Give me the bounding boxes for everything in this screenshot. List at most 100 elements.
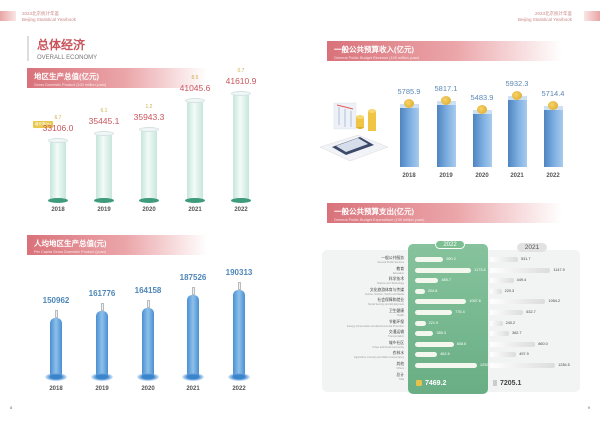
revenue-title-en: General Public Budget Revenue (100 milli… [334,56,420,60]
expenditure-bar-2021 [490,288,502,294]
revenue-bar [508,99,527,167]
category-name-en: Transportation [387,335,404,339]
page-title-cn: 总体经济 [37,38,86,52]
expenditure-value-2022: 204.8 [427,288,438,293]
expenditure-value-2022: 1067.6 [469,299,481,304]
category-name-cn: 其他 [396,362,404,366]
per-capita-bar [50,318,62,377]
revenue-bar [473,113,492,167]
revenue-value: 5817.1 [434,84,458,93]
per-capita-value: 161776 [88,289,116,298]
yearbook-title-cn: 2023北京统计年鉴 [22,11,60,16]
revenue-value: 5714.4 [541,89,565,98]
year-label: 2019 [97,207,111,213]
gdp-tube-base [185,198,205,203]
calculator-coins-illustration [319,102,389,162]
expenditure-value-2022: 590.2 [446,257,456,261]
gdp-value: 41045.6 [179,83,211,93]
year-label: 2021 [188,207,202,213]
per-capita-section-header: 人均地区生产总值(元) Per Capita Gross Domestic Pr… [27,235,207,255]
per-capita-bar [96,311,108,377]
year-label: 2022 [232,386,246,392]
per-capita-value: 164158 [134,286,162,295]
year-label: 2020 [475,173,489,179]
revenue-value: 5932.3 [505,79,529,88]
total-2022-value: 7469.2 [425,380,447,387]
expenditure-section-header: 一般公共预算支出(亿元) General Public Budget Expen… [327,203,562,223]
gdp-tube [96,134,112,201]
coin-icon [512,91,522,100]
revenue-value: 5785.9 [397,87,421,96]
per-capita-bar-tip [192,287,195,295]
expenditure-value-2021: 240.2 [505,320,516,325]
category-label: 总计 Total [322,373,404,381]
revenue-bar [400,107,419,167]
expenditure-bar-2021 [490,299,546,305]
expenditure-value-2022: 462.6 [440,352,450,357]
year-label: 2020 [142,207,156,213]
expenditure-value-2021: 1054.2 [548,299,561,304]
coin-icon [548,101,558,110]
per-capita-bar-base [45,373,67,381]
per-capita-bar-tip [55,310,58,318]
revenue-section-header: 一般公共预算收入(亿元) General Public Budget Reven… [327,41,562,61]
gdp-value: 35445.1 [88,116,120,126]
expenditure-bar-2021 [490,278,514,284]
category-name-cn: 教育 [396,266,404,271]
gdp-title-cn: 地区生产总值(亿元) [34,72,99,81]
gdp-tube-base [139,198,159,203]
total-2022: 7469.2 [416,380,446,387]
total-icon [416,380,422,387]
per-capita-value: 190313 [225,268,253,277]
per-capita-bar-tip [238,282,241,290]
gdp-value: 33106.0 [42,123,74,133]
expenditure-value-2022: 385.3 [436,331,446,336]
year-label: 2019 [95,386,109,392]
category-name-cn: 总计 [396,372,404,377]
expenditure-value-2021: 1147.9 [553,267,565,272]
expenditure-title-cn: 一般公共预算支出(亿元) [334,207,414,216]
category-name-en: Health [396,314,404,317]
coin-icon [477,105,487,114]
category-name-cn: 城乡社区 [388,340,404,345]
year-pill-2022: 2022 [435,240,465,249]
category-name-en: Agriculture, Forestry and Water Conserva… [354,356,404,360]
category-name-en: Energy Conservation and Environmental Pr… [347,324,404,328]
category-name-cn: 节能环保 [388,319,404,324]
gdp-tube-base [94,198,114,203]
expenditure-value-2022: 488.7 [441,278,451,283]
gdp-growth-value: 6.1 [100,108,108,114]
expenditure-bar-2021 [490,341,536,347]
per-capita-title-en: Per Capita Gross Domestic Product (yuan) [34,250,106,254]
revenue-value: 5483.9 [470,93,494,102]
yearbook-title-en: Beijing Statistical Yearbook [22,16,77,22]
expenditure-value-2022: 1292.0 [480,363,492,367]
yearbook-title-en: Beijing Statistical Yearbook [517,16,572,22]
gdp-tube-cap [139,127,159,132]
category-label: 教育 Education [322,267,404,275]
category-name-en: Social Security and Employment [368,303,404,307]
per-capita-bar-base [182,373,204,381]
category-label: 一般公共服务 General Public Services [322,256,404,264]
expenditure-2022-column [408,244,488,394]
expenditure-bar-2022 [415,257,444,262]
expenditure-title-en: General Public Budget Expenditure (100 m… [334,218,425,222]
gdp-tube [233,94,249,201]
per-capita-title-cn: 人均地区生产总值(元) [34,239,107,248]
year-pill-2021: 2021 [517,243,547,252]
per-capita-bar-base [137,373,159,381]
header-accent-bar [584,11,600,21]
gdp-title-en: Gross Domestic Product (100 million yuan… [34,83,107,87]
gdp-tube-cap [231,91,251,96]
gdp-value-label: 1.2 35943.3 [129,104,169,122]
per-capita-value: 150962 [42,296,70,305]
page-title: 总体经济 OVERALL ECONOMY [27,36,97,61]
right-page: 2023北京统计年鉴 Beijing Statistical Yearbook … [300,0,600,423]
category-label: 卫生健康 Health [322,309,404,317]
gdp-value: 41610.9 [225,76,257,86]
yearbook-title-cn: 2023北京统计年鉴 [534,11,572,16]
category-name-cn: 科学技术 [388,277,404,282]
gdp-section-header: 地区生产总值(亿元) Gross Domestic Product (100 m… [27,68,207,88]
per-capita-bar-base [91,373,113,381]
gdp-growth-value: 1.2 [145,104,153,110]
